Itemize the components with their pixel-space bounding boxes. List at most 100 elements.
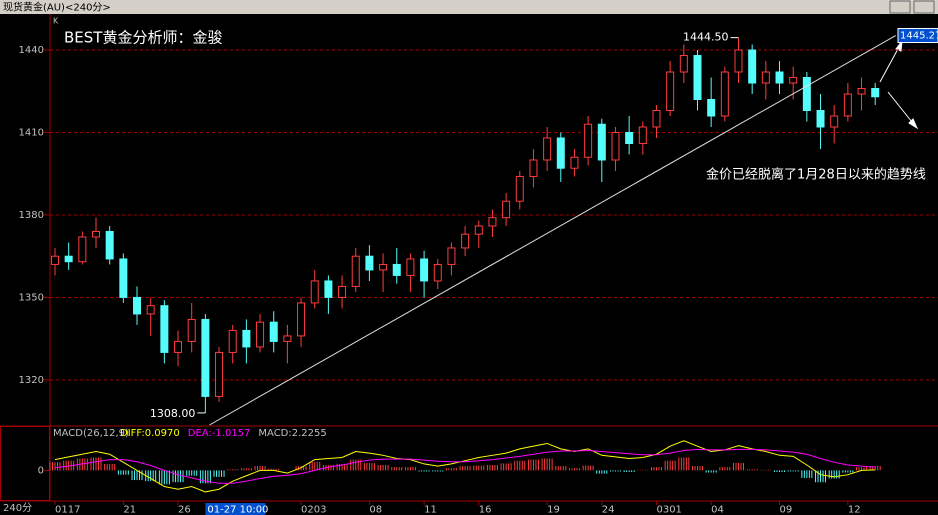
candle-body (748, 49, 757, 84)
y-tick-label: 0 (38, 465, 44, 476)
x-tick-label: 0117 (55, 505, 80, 515)
x-tick-label: 0301 (656, 505, 681, 515)
candle-body (283, 335, 292, 342)
candle-body (338, 285, 347, 298)
y-tick-label: 1320 (19, 375, 44, 386)
close-button[interactable] (913, 0, 935, 14)
candle-body (447, 247, 456, 265)
macd-title: MACD(26,12,9) (53, 428, 129, 439)
corner-label: K (53, 17, 59, 26)
legend-label: MACD:2.2255 (258, 428, 326, 439)
x-tick-label: 16 (479, 505, 492, 515)
candle-body (392, 263, 401, 276)
candle-body (666, 71, 675, 111)
candle-body (474, 225, 483, 235)
macd-line (54, 440, 876, 493)
macd-line (54, 448, 876, 484)
candle-body (529, 159, 538, 177)
candle-body (871, 88, 880, 98)
price-label: 1444.50 (683, 31, 729, 44)
y-tick-label: 1410 (19, 127, 44, 138)
y-tick-label: 1440 (19, 45, 44, 56)
candle-body (597, 123, 606, 161)
candle-body (625, 131, 634, 144)
candle-body (543, 137, 552, 161)
candle-body (502, 200, 511, 219)
candle-body (133, 296, 142, 315)
candle-body (201, 318, 210, 397)
x-tick-label: 24 (602, 505, 615, 515)
x-tick-label: 11 (424, 505, 437, 515)
candle-body (406, 258, 415, 276)
candle-body (420, 258, 429, 282)
candle-body (707, 98, 716, 117)
x-tick-label: 12 (848, 505, 861, 515)
candle-body (638, 126, 647, 144)
candle-body (379, 263, 388, 271)
candle-body (146, 305, 155, 315)
legend-label: DEA:-1.0157 (188, 428, 251, 439)
candle-body (515, 175, 524, 202)
trendline (209, 35, 896, 426)
macd-axis-box (0, 426, 50, 501)
legend-label: DIFF:0.0970 (120, 428, 180, 439)
candle-body (310, 280, 319, 304)
window-title: 现货黄金(AU)<240分> (3, 1, 111, 14)
candle-body (570, 156, 579, 169)
candle-body (789, 77, 798, 84)
candle-body (843, 93, 852, 117)
candle-body (119, 258, 128, 298)
candle-body (256, 321, 265, 348)
candle-body (816, 109, 825, 128)
x-tick-label: 19 (547, 505, 560, 515)
candle-body (584, 123, 593, 158)
candle-body (693, 55, 702, 100)
restore-button[interactable] (889, 0, 911, 14)
candle-body (174, 340, 183, 353)
candle-body (830, 115, 839, 128)
candle-body (269, 321, 278, 342)
candle-body (433, 263, 442, 282)
annotation: BEST黄金分析师：金骏 (64, 29, 222, 47)
x-tick-label: 08 (369, 505, 382, 515)
candle-body (160, 305, 169, 353)
candle-body (105, 230, 114, 260)
candle-body (720, 71, 729, 117)
y-tick-label: 1350 (19, 292, 44, 303)
candle-body (761, 71, 770, 84)
title-bar (0, 0, 938, 14)
x-tick-label: 01-27 10:00 (207, 505, 268, 515)
candle-body (228, 329, 237, 353)
price-box-label: 1445.27 (900, 31, 938, 42)
candle-body (734, 49, 743, 73)
candle-body (351, 255, 360, 287)
price-label: 1308.00 (150, 407, 196, 420)
x-tick-label: 21 (123, 505, 136, 515)
candle-body (51, 255, 59, 265)
candle-body (679, 55, 688, 73)
candle-body (187, 318, 196, 342)
x-axis-unit: 240分 (3, 502, 32, 514)
annotation: 金价已经脱离了1月28日以来的趋势线 (706, 167, 926, 183)
candle-body (802, 77, 811, 111)
candle-body (365, 255, 374, 271)
candle-body (242, 329, 251, 348)
price-box (897, 28, 938, 44)
candle-body (857, 88, 866, 95)
x-tick-label: 09 (780, 505, 793, 515)
candle-body (215, 351, 224, 397)
candle-body (556, 137, 565, 169)
arrows (879, 39, 919, 130)
y-tick-label: 1380 (19, 210, 44, 221)
x-tick-label: 0203 (301, 505, 326, 515)
candle-body (461, 233, 470, 249)
candle-body (652, 109, 661, 128)
candle-body (488, 217, 497, 227)
candle-body (611, 131, 620, 161)
candle-body (297, 302, 306, 337)
candle-body (64, 255, 73, 263)
candle-body (324, 280, 333, 298)
x-tick-label: 26 (178, 505, 191, 515)
